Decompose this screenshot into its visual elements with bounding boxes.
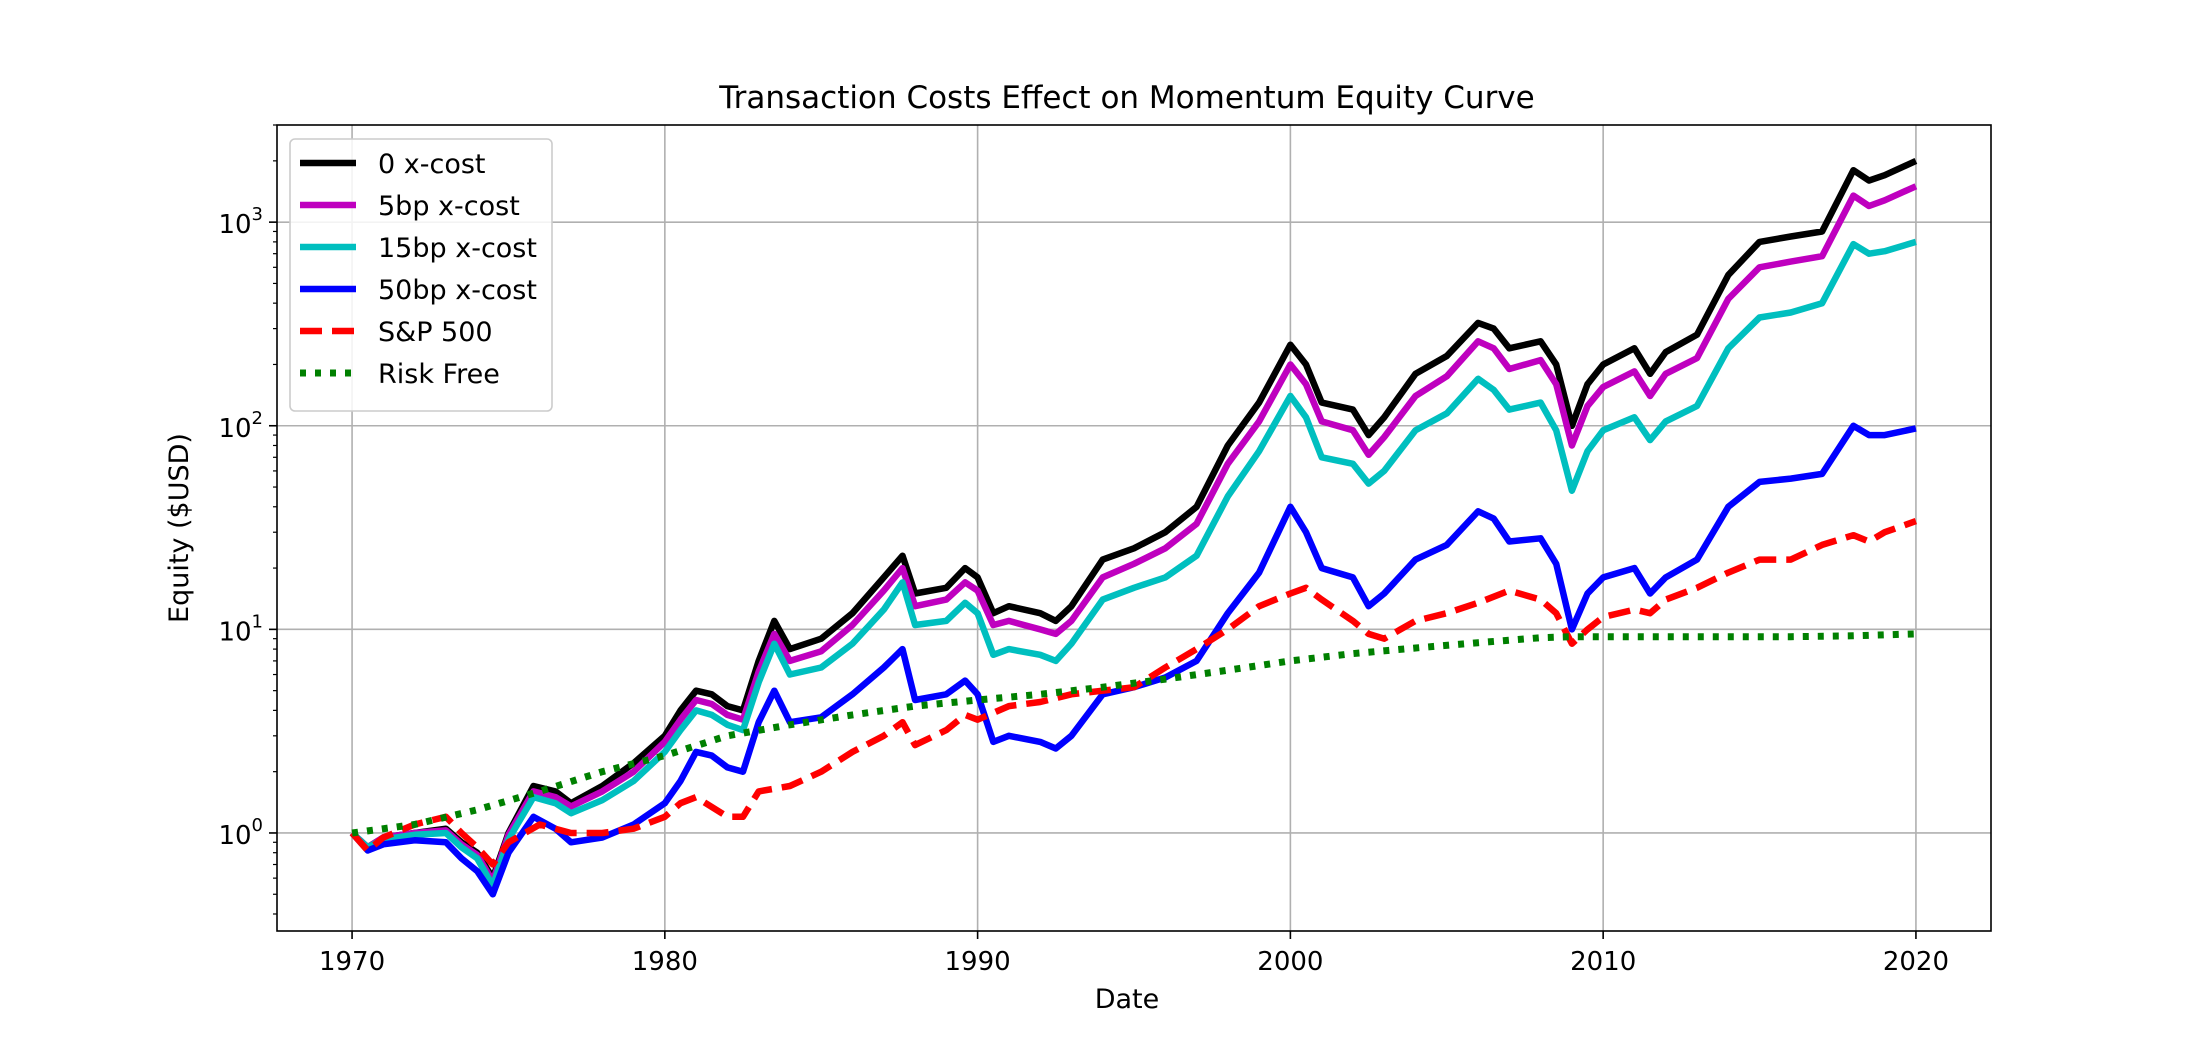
series-line [349, 183, 1918, 885]
series-line [349, 238, 1917, 890]
series-line [349, 518, 1917, 868]
chart-title: Transaction Costs Effect on Momentum Equ… [718, 80, 1534, 116]
x-tick-label: 2010 [1570, 947, 1636, 977]
legend: 0 x-cost 5bp x-cost 15bp x-cost 50bp x-cost… [289, 138, 553, 412]
series-line [349, 422, 1917, 898]
legend-entry: 5bp x-cost [378, 191, 520, 222]
x-tick-label: 1990 [945, 947, 1011, 977]
legend-entry: Risk Free [378, 359, 500, 390]
series-lines [349, 157, 1918, 898]
x-tick-label: 1980 [632, 947, 698, 977]
y-axis-label: Equity ($USD) [164, 433, 195, 623]
y-tick-label: 101 [218, 611, 263, 647]
y-tick-label: 100 [218, 815, 263, 851]
grid [277, 125, 1991, 931]
y-tick-label: 103 [218, 204, 263, 240]
legend-entry: S&P 500 [378, 317, 493, 348]
legend-entry: 50bp x-cost [378, 275, 537, 306]
x-tick-label: 2020 [1883, 947, 1949, 977]
x-axis-ticks: 1970 1980 1990 2000 2010 2020 [319, 931, 1949, 977]
legend-entry: 15bp x-cost [378, 233, 537, 264]
x-tick-label: 2000 [1257, 947, 1323, 977]
series-line [349, 157, 1918, 882]
x-axis-label: Date [1095, 984, 1160, 1015]
legend-entry: 0 x-cost [378, 149, 486, 180]
x-tick-label: 1970 [319, 947, 385, 977]
y-axis-ticks: 100 101 102 103 [218, 124, 277, 915]
plot-frame [276, 124, 1992, 932]
series-line [351, 630, 1917, 837]
y-tick-label: 102 [218, 408, 263, 444]
